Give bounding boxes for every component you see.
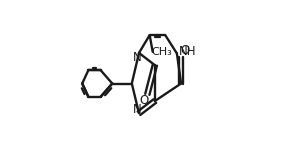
- Text: O: O: [180, 44, 190, 57]
- Text: N: N: [133, 103, 141, 116]
- Text: CH₃: CH₃: [152, 47, 172, 57]
- Text: N: N: [133, 51, 141, 64]
- Text: O: O: [139, 94, 148, 107]
- Text: NH: NH: [179, 45, 197, 58]
